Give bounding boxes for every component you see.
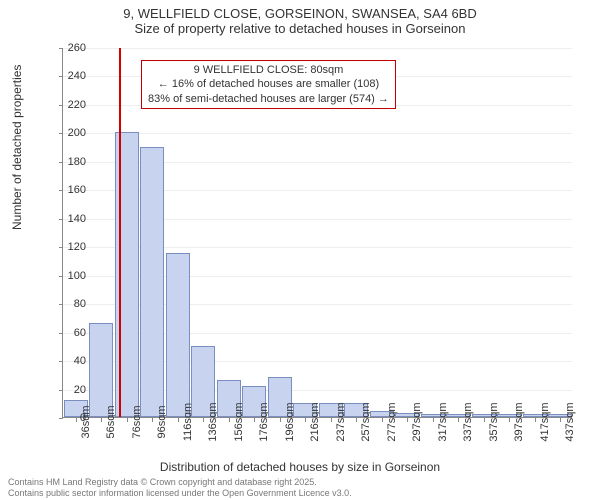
annotation-line-3: 83% of semi-detached houses are larger (…	[148, 92, 389, 106]
gridline	[63, 133, 572, 134]
ytick-label: 240	[46, 70, 86, 82]
xtick-label: 437sqm	[564, 402, 576, 441]
ytick-label: 60	[46, 327, 86, 339]
xtick-label: 397sqm	[513, 402, 525, 441]
chart-container: 9, WELLFIELD CLOSE, GORSEINON, SWANSEA, …	[0, 0, 600, 500]
ytick-label: 160	[46, 184, 86, 196]
ytick-label: 180	[46, 156, 86, 168]
gridline	[63, 48, 572, 49]
ytick-label: 140	[46, 213, 86, 225]
xtick-mark	[382, 418, 383, 422]
annotation-line-2: ← 16% of detached houses are smaller (10…	[148, 77, 389, 91]
xtick-mark	[254, 418, 255, 422]
xtick-mark	[560, 418, 561, 422]
annotation-box: 9 WELLFIELD CLOSE: 80sqm← 16% of detache…	[141, 60, 396, 109]
annotation-line-1: 9 WELLFIELD CLOSE: 80sqm	[148, 63, 389, 77]
footer-attribution: Contains HM Land Registry data © Crown c…	[8, 477, 352, 498]
xtick-mark	[535, 418, 536, 422]
xtick-mark	[203, 418, 204, 422]
ytick-label: 40	[46, 355, 86, 367]
histogram-bar	[166, 253, 190, 417]
y-axis-label: Number of detached properties	[10, 65, 24, 230]
ytick-label: 20	[46, 384, 86, 396]
xtick-label: 277sqm	[386, 402, 398, 441]
xtick-label: 337sqm	[462, 402, 474, 441]
property-marker-line	[119, 48, 121, 417]
ytick-label: 120	[46, 241, 86, 253]
xtick-mark	[280, 418, 281, 422]
ytick-label: 220	[46, 99, 86, 111]
xtick-mark	[509, 418, 510, 422]
title-line-1: 9, WELLFIELD CLOSE, GORSEINON, SWANSEA, …	[0, 6, 600, 21]
xtick-label: 357sqm	[488, 402, 500, 441]
xtick-mark	[127, 418, 128, 422]
xtick-mark	[407, 418, 408, 422]
xtick-label: 297sqm	[411, 402, 423, 441]
ytick-label: 80	[46, 298, 86, 310]
xtick-label: 317sqm	[437, 402, 449, 441]
xtick-label: 417sqm	[539, 402, 551, 441]
xtick-mark	[484, 418, 485, 422]
ytick-label: 260	[46, 42, 86, 54]
xtick-mark	[305, 418, 306, 422]
plot-region: 36sqm56sqm76sqm96sqm116sqm136sqm156sqm17…	[62, 48, 572, 418]
xtick-mark	[331, 418, 332, 422]
xtick-label: 257sqm	[360, 402, 372, 441]
histogram-bar	[140, 147, 164, 417]
title-block: 9, WELLFIELD CLOSE, GORSEINON, SWANSEA, …	[0, 0, 600, 36]
xtick-mark	[152, 418, 153, 422]
xtick-mark	[101, 418, 102, 422]
xtick-mark	[178, 418, 179, 422]
ytick-label: 0	[46, 412, 86, 424]
histogram-bar	[89, 323, 113, 417]
chart-area: 36sqm56sqm76sqm96sqm116sqm136sqm156sqm17…	[62, 48, 572, 418]
xtick-mark	[458, 418, 459, 422]
title-line-2: Size of property relative to detached ho…	[0, 21, 600, 36]
x-axis-label: Distribution of detached houses by size …	[0, 460, 600, 474]
xtick-mark	[356, 418, 357, 422]
ytick-label: 100	[46, 270, 86, 282]
xtick-mark	[433, 418, 434, 422]
ytick-label: 200	[46, 127, 86, 139]
xtick-mark	[229, 418, 230, 422]
footer-line-1: Contains HM Land Registry data © Crown c…	[8, 477, 352, 487]
footer-line-2: Contains public sector information licen…	[8, 488, 352, 498]
